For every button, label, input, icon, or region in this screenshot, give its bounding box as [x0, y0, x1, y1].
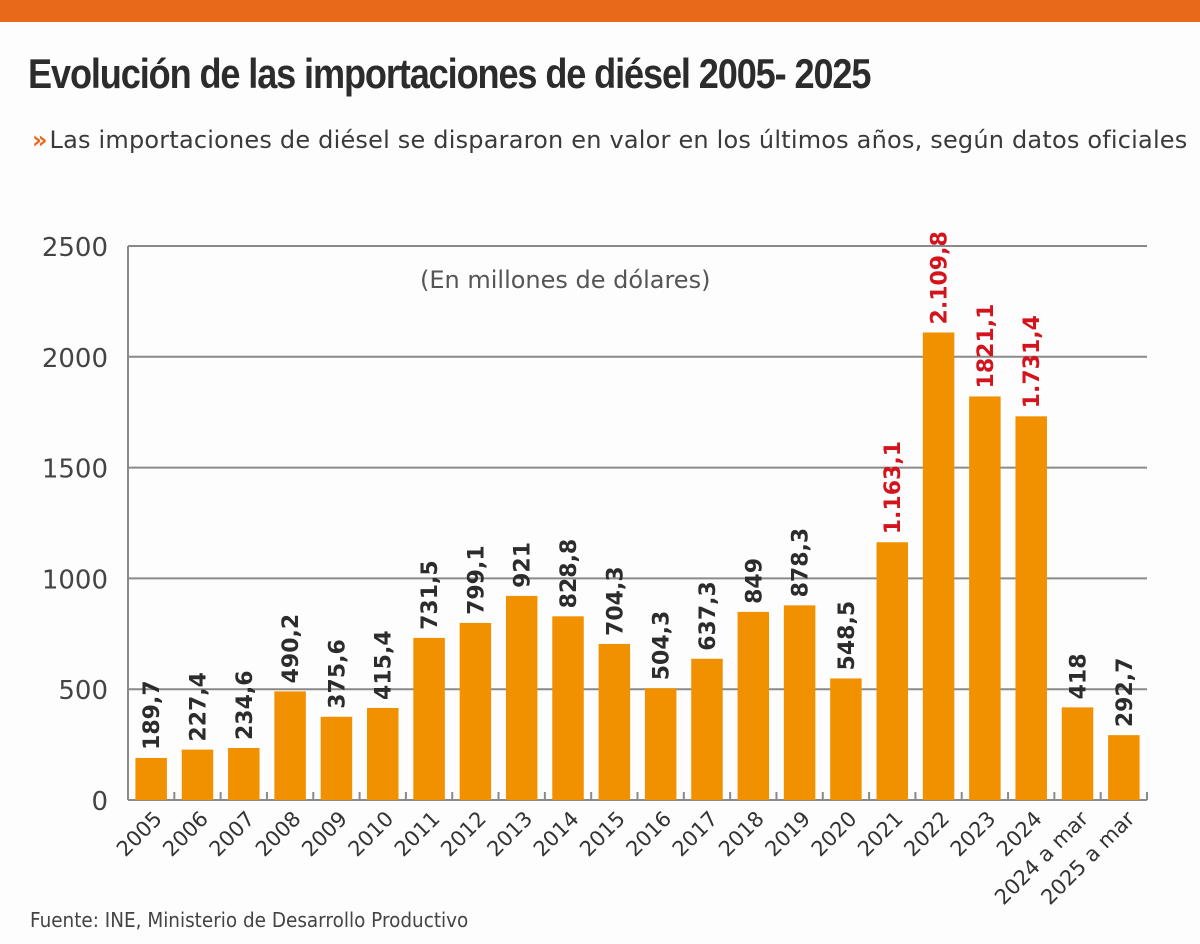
value-label: 504,3: [650, 611, 675, 681]
value-label: 548,5: [835, 601, 860, 671]
value-label: 921: [511, 542, 536, 588]
bar: [783, 605, 816, 800]
value-label: 878,3: [789, 528, 814, 598]
bar: [598, 643, 631, 800]
x-tick-label: 2007: [205, 807, 260, 862]
x-tick-label: 2020: [807, 807, 862, 862]
x-tick-label: 2013: [482, 807, 537, 862]
chart-subtitle: » Las importaciones de diésel se disparar…: [32, 124, 1192, 157]
bar: [691, 658, 723, 800]
bar: [644, 688, 677, 800]
unit-note: (En millones de dólares): [420, 266, 710, 294]
x-tick-label: 2015: [575, 807, 630, 862]
y-tick-label: 1500: [42, 455, 108, 485]
x-tick-label: 2021: [853, 807, 908, 862]
bar: [922, 332, 955, 800]
bar: [505, 595, 538, 800]
y-tick-label: 2000: [42, 344, 108, 374]
bar: [274, 691, 306, 800]
bar: [830, 678, 862, 800]
value-labels: 189,7 227,4 234,6 490,2 375,6 415,4 731,5 799,1…: [140, 231, 1138, 750]
bar: [135, 757, 167, 800]
value-label: 731,5: [418, 560, 443, 630]
x-tick-label: 2006: [158, 807, 213, 862]
bar: [737, 611, 770, 800]
value-label: 1.163,1: [881, 441, 906, 534]
x-tick-label: 2010: [344, 807, 399, 862]
value-label: 2.109,8: [928, 231, 953, 324]
x-tick-label: 2018: [714, 807, 769, 862]
x-tick-label: 2014: [529, 807, 584, 862]
value-label: 189,7: [140, 680, 165, 750]
bar: [320, 716, 353, 800]
source-note: Fuente: INE, Ministerio de Desarrollo Pr…: [30, 908, 469, 932]
value-label: 704,3: [603, 566, 628, 636]
bar: [228, 748, 260, 800]
bar: [367, 707, 399, 800]
value-label: 828,8: [557, 539, 582, 609]
subtitle-text: Las importaciones de diésel se dispararo…: [49, 126, 1188, 154]
value-label: 292,7: [1113, 658, 1138, 728]
value-label: 1.731,4: [1020, 315, 1045, 408]
chart-title: Evolución de las importaciones de diésel…: [28, 50, 871, 97]
y-tick-label: 500: [58, 676, 108, 706]
value-label: 375,6: [325, 639, 350, 709]
value-label: 234,6: [233, 670, 258, 740]
x-tick-label: 2016: [621, 807, 676, 862]
y-tick-label: 2500: [42, 233, 108, 263]
top-accent-bar: [0, 0, 1200, 22]
x-tick-label: 2019: [760, 807, 815, 862]
value-label: 849: [742, 558, 767, 604]
x-tick-label: 2017: [668, 807, 723, 862]
bar: [552, 616, 584, 800]
bar: [181, 749, 214, 800]
value-label: 799,1: [464, 545, 489, 615]
x-tick-label: 2009: [297, 807, 352, 862]
bar: [459, 622, 492, 800]
x-axis: 2005200620072008200920102011201220132014…: [112, 792, 1148, 910]
value-label: 227,4: [186, 672, 211, 742]
bar: [1061, 707, 1094, 800]
double-chevron-icon: »: [32, 126, 47, 154]
y-tick-label: 0: [91, 787, 108, 817]
value-label: 418: [1067, 653, 1092, 699]
value-label: 637,3: [696, 581, 721, 651]
bar: [1015, 416, 1047, 800]
x-tick-label: 2012: [436, 807, 491, 862]
bar: [969, 396, 1001, 800]
value-label: 415,4: [372, 630, 397, 700]
bar: [1108, 735, 1140, 800]
x-tick-label: 2008: [251, 807, 306, 862]
x-tick-label: 2023: [946, 807, 1001, 862]
value-label: 490,2: [279, 614, 304, 684]
y-tick-label: 1000: [42, 565, 108, 595]
x-tick-label: 2011: [390, 807, 445, 862]
bar: [876, 542, 908, 800]
bar: [413, 637, 445, 800]
x-tick-label: 2022: [899, 807, 954, 862]
bars: [135, 332, 1140, 800]
x-tick-label: 2005: [112, 807, 167, 862]
value-label: 1821,1: [974, 304, 999, 389]
